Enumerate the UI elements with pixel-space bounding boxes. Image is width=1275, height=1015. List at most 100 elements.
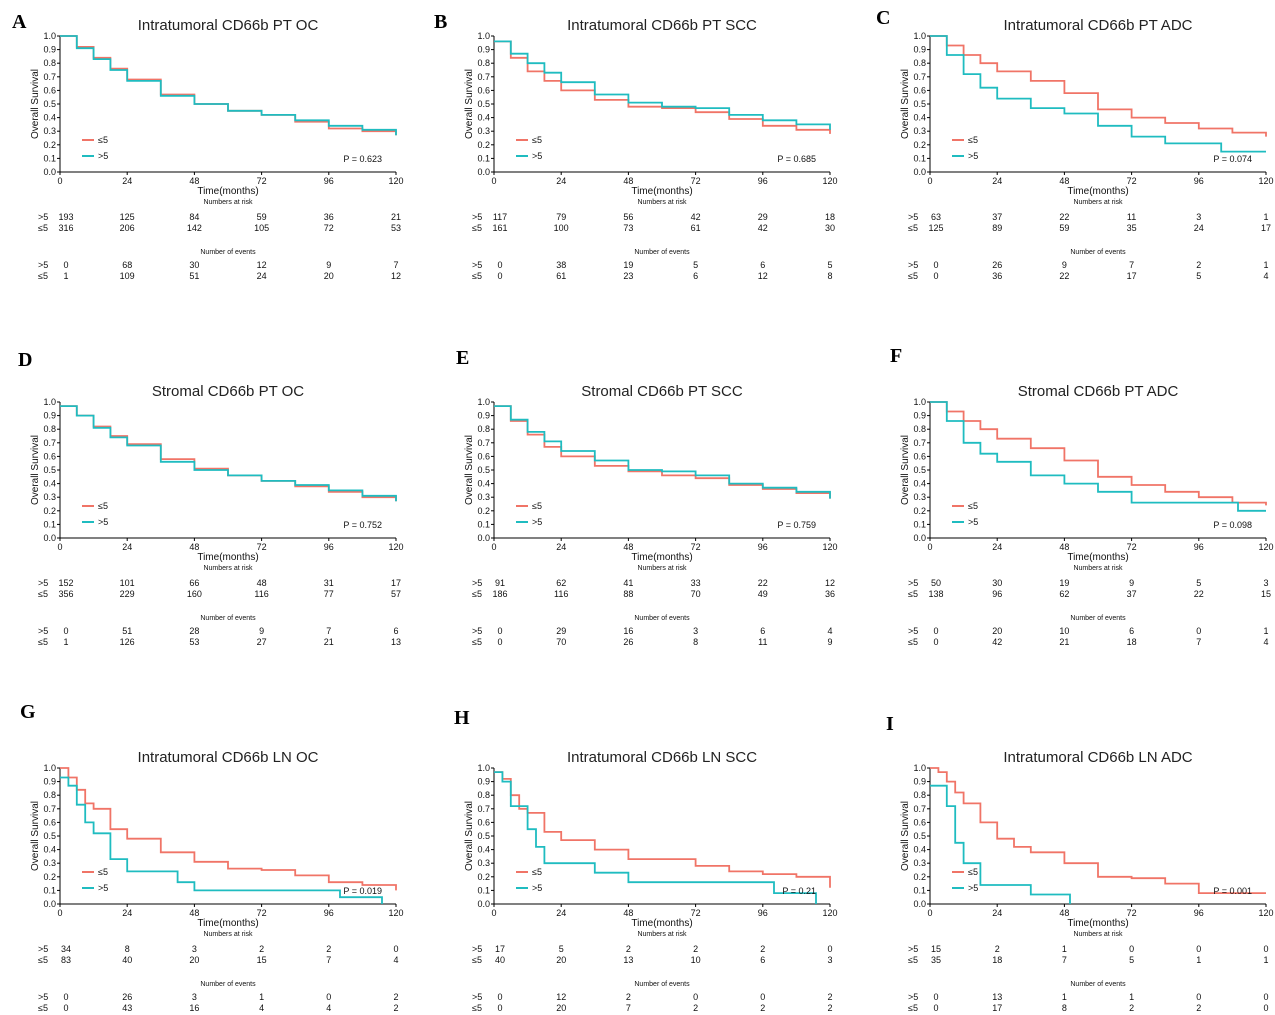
risk-row-label: ≤5 [908,955,918,965]
panel-title: Stromal CD66b PT OC [152,383,304,400]
event-count: 0 [1196,992,1201,1002]
risk-count: 206 [120,223,135,233]
panel-letter: C [876,7,890,29]
event-count: 26 [623,637,633,647]
y-tick-label: 0.3 [913,492,926,502]
risk-count: 4 [393,955,398,965]
event-count: 30 [189,260,199,270]
events-row-label: ≤5 [38,1003,48,1013]
x-axis-label: Time(months) [197,186,258,197]
event-count: 0 [760,992,765,1002]
risk-count: 15 [1261,589,1271,599]
y-tick-label: 0.7 [477,438,490,448]
event-count: 43 [122,1003,132,1013]
panel-letter: H [454,707,470,729]
y-tick-label: 0.8 [913,424,926,434]
risk-row-label: ≤5 [908,589,918,599]
risk-count: 36 [825,589,835,599]
event-count: 2 [1196,260,1201,270]
y-tick-label: 0.4 [477,845,490,855]
x-tick-label: 48 [189,542,199,552]
y-tick-label: 0.1 [43,153,56,163]
x-tick-label: 48 [1059,176,1069,186]
y-tick-label: 0.1 [913,885,926,895]
x-tick-label: 72 [691,176,701,186]
y-tick-label: 0.9 [477,411,490,421]
event-count: 7 [1196,637,1201,647]
risk-table-title: Numbers at risk [203,931,253,938]
panel-title: Intratumoral CD66b LN SCC [567,749,757,766]
y-tick-label: 0.5 [43,465,56,475]
series-low-curve [494,405,831,499]
legend-label: >5 [98,883,108,893]
event-count: 126 [120,637,135,647]
risk-count: 30 [992,578,1002,588]
y-tick-label: 0.5 [477,465,490,475]
risk-count: 40 [122,955,132,965]
x-tick-label: 72 [1127,176,1137,186]
panel-a: A Intratumoral CD66b PT OC 0.0 0.1 0.2 0.3 0.4… [12,11,404,281]
event-count: 0 [933,1003,938,1013]
y-axis-label: Overall Survival [464,801,475,871]
risk-count: 19 [1059,578,1069,588]
x-tick-label: 48 [623,908,633,918]
event-count: 9 [827,637,832,647]
panel-letter: B [434,11,447,33]
y-tick-label: 0.4 [913,113,926,123]
x-tick-label: 24 [992,542,1002,552]
events-row-label: >5 [472,992,482,1002]
risk-count: 35 [1127,223,1137,233]
legend-label: ≤5 [532,501,542,511]
event-count: 61 [556,271,566,281]
x-tick-label: 48 [623,542,633,552]
events-table-title: Number of events [634,249,690,256]
risk-count: 50 [931,578,941,588]
events-row-label: ≤5 [908,271,918,281]
series-high-curve [494,405,831,499]
event-count: 1 [1263,260,1268,270]
event-count: 17 [992,1003,1002,1013]
y-tick-label: 0.6 [43,451,56,461]
risk-count: 59 [1059,223,1069,233]
panel-letter: F [890,345,902,367]
risk-count: 88 [623,589,633,599]
y-tick-label: 0.9 [43,411,56,421]
y-tick-label: 0.7 [43,438,56,448]
events-row-label: >5 [38,626,48,636]
series-high-curve [930,35,1266,153]
event-count: 109 [120,271,135,281]
y-tick-label: 0.6 [43,85,56,95]
legend-label: >5 [968,883,978,893]
y-tick-label: 0.0 [43,899,56,909]
event-count: 53 [189,637,199,647]
legend-label: ≤5 [98,135,108,145]
y-tick-label: 0.6 [913,85,926,95]
risk-count: 0 [1196,944,1201,954]
event-count: 0 [63,260,68,270]
y-tick-label: 0.2 [477,140,490,150]
event-count: 6 [393,626,398,636]
risk-table-title: Numbers at risk [637,199,687,206]
event-count: 0 [497,260,502,270]
x-tick-label: 72 [257,542,267,552]
event-count: 7 [393,260,398,270]
risk-count: 22 [1059,212,1069,222]
legend-label: ≤5 [98,867,108,877]
series-low-curve [60,405,397,502]
y-tick-label: 0.4 [477,113,490,123]
y-tick-label: 0.0 [477,167,490,177]
x-axis-label: Time(months) [197,918,258,929]
event-count: 0 [933,260,938,270]
y-tick-label: 0.7 [913,804,926,814]
event-count: 20 [992,626,1002,636]
y-tick-label: 0.1 [913,153,926,163]
risk-count: 5 [559,944,564,954]
y-tick-label: 0.9 [913,411,926,421]
risk-row-label: >5 [472,212,482,222]
risk-count: 3 [1263,578,1268,588]
x-tick-label: 24 [556,542,566,552]
risk-count: 100 [554,223,569,233]
risk-count: 6 [760,955,765,965]
event-count: 5 [827,260,832,270]
risk-count: 1 [1062,944,1067,954]
